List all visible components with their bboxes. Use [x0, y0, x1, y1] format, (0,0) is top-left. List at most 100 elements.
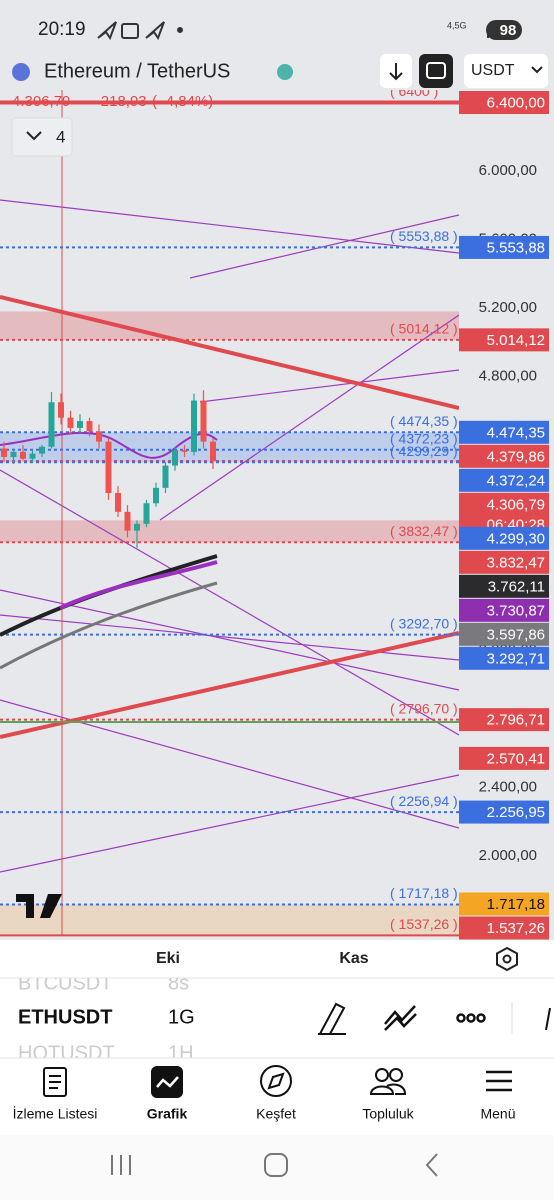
price-tag-label: 5.014,12 [487, 332, 545, 349]
level-label: ( 1717,18 ) [390, 885, 458, 901]
recents-button[interactable] [111, 1155, 131, 1175]
candle-body [67, 417, 74, 428]
down-icon [389, 63, 403, 81]
y-tick-label: 4.800,00 [479, 367, 537, 384]
nav-label[interactable]: Menü [480, 1106, 515, 1122]
chart-icon-line [156, 1076, 179, 1088]
indicators-toggle[interactable] [11, 117, 73, 157]
level-label: ( 3832,47 ) [390, 523, 458, 539]
nav-label[interactable]: Topluluk [362, 1106, 414, 1122]
price-tag-label: 4.372,24 [487, 472, 545, 489]
candle-body [1, 448, 7, 458]
level-label: ( 6400 ) [390, 83, 438, 99]
chart-plot: ( 6400 ) ( 5553,88 ) ( 5014,12 ) ( 4474,35 … [0, 83, 459, 937]
draw-tool[interactable] [318, 1002, 346, 1035]
watchlist-icon [43, 1067, 67, 1097]
price-tag-label: 4.306,79 [487, 496, 545, 513]
y-tick-label: 5.200,00 [479, 299, 537, 316]
level-label: ( 3292,70 ) [390, 615, 458, 631]
watch-interval: 8s [168, 972, 189, 994]
zone [0, 432, 459, 463]
price-tag [459, 550, 549, 574]
watch-interval: 1G [168, 1006, 195, 1028]
menu-icon [486, 1070, 512, 1092]
system-nav [0, 1135, 554, 1200]
price-tag-label: 3.832,47 [487, 554, 545, 571]
clock: 20:19 [38, 19, 86, 40]
settings-icon[interactable] [496, 946, 518, 972]
price-tag-label: 2.796,71 [487, 712, 545, 729]
candle-body [10, 451, 17, 458]
candle-body [124, 511, 131, 531]
candle-body [210, 441, 216, 462]
nav-label[interactable]: İzleme Listesi [13, 1105, 98, 1122]
logo [16, 894, 62, 918]
settings-icon-center [502, 954, 512, 964]
nav-label[interactable]: Grafik [147, 1106, 188, 1122]
price-tag-label: 3.762,11 [488, 578, 545, 595]
watchlist-icon-lines [49, 1075, 61, 1089]
candle-body [39, 446, 45, 454]
price-tag [459, 444, 549, 468]
tool-edge [545, 1007, 551, 1031]
currency: USDT [471, 62, 515, 79]
price-tag [459, 468, 549, 492]
moving-average [59, 560, 218, 610]
watchlist: BTCUSDT 8s ETHUSDT 1G HOTUSDT 1H [18, 972, 195, 1064]
battery [486, 20, 522, 40]
chevron [26, 131, 42, 141]
home-button[interactable] [264, 1153, 288, 1177]
watch-symbol[interactable]: HOTUSDT [18, 1042, 115, 1064]
level-label: ( 1537,26 ) [390, 916, 458, 932]
moving-average [0, 581, 218, 670]
price-tag [459, 574, 549, 598]
price-axis: 6.000,005.600,005.200,004.800,003.200,00… [459, 91, 549, 940]
y-tick-label: 2.400,00 [479, 779, 537, 796]
price-tag [459, 622, 549, 646]
coin-logo [12, 63, 30, 81]
price-tag [459, 800, 549, 824]
more-button[interactable] [456, 1013, 486, 1023]
trendline [0, 295, 459, 410]
price-tag-label: 1.717,18 [487, 896, 545, 913]
price-tag [459, 91, 549, 115]
y-tick-label: 6.000,00 [479, 162, 537, 179]
price-tag-label: 2.256,95 [487, 804, 545, 821]
price-tag [459, 235, 549, 259]
watch-interval: 1H [168, 1042, 194, 1064]
candles [1, 390, 216, 548]
candle-body [162, 465, 169, 488]
candle-body [172, 450, 178, 466]
symbol[interactable]: Ethereum / TetherUS [44, 60, 230, 82]
nav-label[interactable]: Keşfet [256, 1106, 296, 1122]
indicator-count: 4 [56, 127, 65, 146]
price-tag-label: 2.570,41 [487, 750, 545, 767]
price-tag-label: 4.474,35 [487, 424, 545, 441]
watch-symbol[interactable]: ETHUSDT [18, 1006, 112, 1028]
price-tag-label: 6.400,00 [487, 94, 545, 111]
price-tag [459, 328, 549, 352]
watch-symbol[interactable]: BTCUSDT [18, 972, 112, 994]
time-label: Kas [339, 950, 368, 967]
time-label: Eki [156, 950, 180, 967]
layout-icon [426, 62, 446, 79]
candle-body [86, 421, 93, 432]
price-tag [459, 420, 549, 444]
community-icon [369, 1068, 407, 1095]
currency-select[interactable] [464, 54, 548, 88]
candle-body [105, 441, 112, 493]
candle-body [48, 402, 55, 447]
level-label: ( 4474,35 ) [390, 413, 458, 429]
candle-body [200, 400, 207, 442]
zone [0, 904, 459, 936]
back-button[interactable] [425, 1153, 438, 1177]
layout-button[interactable] [419, 54, 453, 88]
explore-icon [260, 1065, 292, 1097]
candle-body [143, 503, 150, 524]
price-tag-label: 3.292,71 [487, 650, 545, 667]
level-label: ( 2796,70 ) [390, 700, 458, 716]
trend-tool[interactable] [384, 1005, 417, 1031]
time-axis-bg [0, 940, 554, 978]
candle-body [96, 431, 102, 442]
